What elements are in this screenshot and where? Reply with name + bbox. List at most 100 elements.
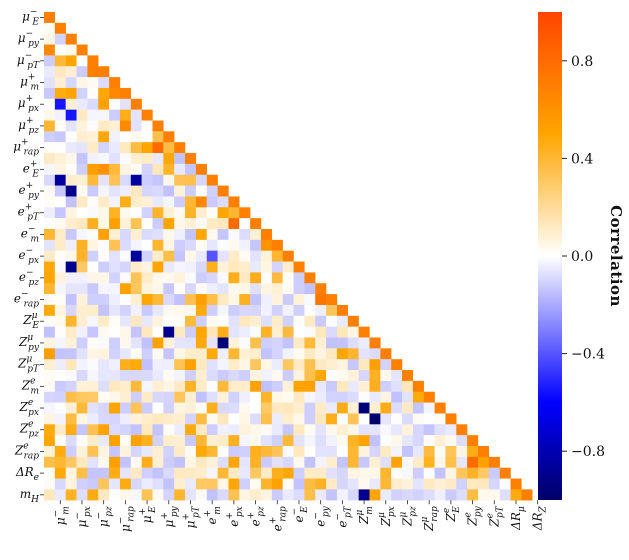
heatmap-cell [76, 87, 88, 99]
heatmap-cell [358, 478, 370, 490]
heatmap-cell [239, 359, 251, 371]
tick-label: Zμpz [398, 506, 418, 527]
heatmap-cell [336, 370, 348, 382]
heatmap-cell [130, 283, 142, 295]
heatmap-cell [261, 380, 273, 392]
heatmap-cell [206, 456, 218, 468]
heatmap-cell [54, 489, 66, 501]
heatmap-cell [336, 380, 348, 392]
heatmap-cell [163, 413, 175, 425]
heatmap-cell [163, 261, 175, 273]
heatmap-cell [65, 66, 77, 78]
heatmap-cell [347, 402, 359, 414]
heatmap-cell [119, 467, 131, 479]
heatmap-cell [185, 456, 197, 468]
heatmap-cell [250, 304, 262, 316]
heatmap-cell [141, 272, 153, 284]
heatmap-cell [65, 272, 77, 284]
heatmap-cell [54, 174, 66, 186]
heatmap-cell [185, 239, 197, 251]
tick-label: μ−m [51, 506, 71, 525]
heatmap-cell [65, 467, 77, 479]
heatmap-cell [217, 294, 229, 306]
heatmap-cell [54, 294, 66, 306]
heatmap-cell [412, 446, 424, 458]
heatmap-cell [163, 380, 175, 392]
heatmap-cell [44, 33, 56, 45]
heatmap-cell [195, 478, 207, 490]
heatmap-cell [109, 478, 121, 490]
heatmap-cell [119, 272, 131, 284]
tick-label: μ+ m [20, 73, 39, 93]
heatmap-cell [195, 239, 207, 251]
heatmap-cell [163, 489, 175, 501]
heatmap-cell [336, 489, 348, 501]
heatmap-cell [152, 478, 164, 490]
heatmap-cell [195, 337, 207, 349]
heatmap-cell [54, 380, 66, 392]
heatmap-cell [326, 370, 338, 382]
heatmap-cell [141, 304, 153, 316]
heatmap-cell [76, 326, 88, 338]
heatmap-cell [119, 380, 131, 392]
heatmap-cell [109, 380, 121, 392]
heatmap-cell [87, 239, 99, 251]
heatmap-cell [250, 239, 262, 251]
heatmap-cell [261, 348, 273, 360]
heatmap-cell [185, 272, 197, 284]
heatmap-cell [152, 370, 164, 382]
heatmap-cell [282, 370, 294, 382]
heatmap-cell [109, 87, 121, 99]
heatmap-cell [141, 315, 153, 327]
heatmap-cell [336, 424, 348, 436]
heatmap-cell [434, 424, 446, 436]
heatmap-cell [488, 456, 500, 468]
heatmap-cell [282, 391, 294, 403]
heatmap-cell [109, 250, 121, 262]
heatmap-cell [65, 131, 77, 143]
heatmap-cell [304, 370, 316, 382]
heatmap-cell [76, 380, 88, 392]
heatmap-cell [65, 283, 77, 295]
heatmap-cell [185, 185, 197, 197]
heatmap-cell [87, 77, 99, 89]
heatmap-cell [65, 435, 77, 447]
heatmap-cell [185, 391, 197, 403]
heatmap-cell [456, 446, 468, 458]
heatmap-cell [130, 402, 142, 414]
heatmap-cell [119, 370, 131, 382]
heatmap-cell [44, 12, 56, 24]
heatmap-cell [358, 380, 370, 392]
heatmap-cell [174, 304, 186, 316]
heatmap-cell [250, 391, 262, 403]
heatmap-cell [87, 229, 99, 241]
heatmap-cell [109, 174, 121, 186]
heatmap-cell [87, 413, 99, 425]
heatmap-cell [152, 196, 164, 208]
heatmap-cell [347, 315, 359, 327]
heatmap-cell [239, 413, 251, 425]
heatmap-cell [369, 424, 381, 436]
heatmap-cell [163, 163, 175, 175]
heatmap-cell [141, 250, 153, 262]
heatmap-cell [130, 315, 142, 327]
heatmap-cell [87, 120, 99, 132]
heatmap-cell [185, 359, 197, 371]
tick-label: e+px [225, 506, 245, 527]
heatmap-cell [206, 359, 218, 371]
heatmap-cell [195, 272, 207, 284]
heatmap-cell [65, 77, 77, 89]
heatmap-cell [478, 478, 490, 490]
colorbar-tick-label: 0.8 [571, 54, 593, 70]
heatmap-cell [206, 435, 218, 447]
heatmap-cell [152, 153, 164, 165]
heatmap-cell [380, 370, 392, 382]
heatmap-cell [315, 337, 327, 349]
heatmap-cell [304, 337, 316, 349]
heatmap-cell [239, 435, 251, 447]
heatmap-cell [358, 435, 370, 447]
heatmap-cell [174, 359, 186, 371]
heatmap-cell [152, 424, 164, 436]
heatmap-cell [293, 326, 305, 338]
